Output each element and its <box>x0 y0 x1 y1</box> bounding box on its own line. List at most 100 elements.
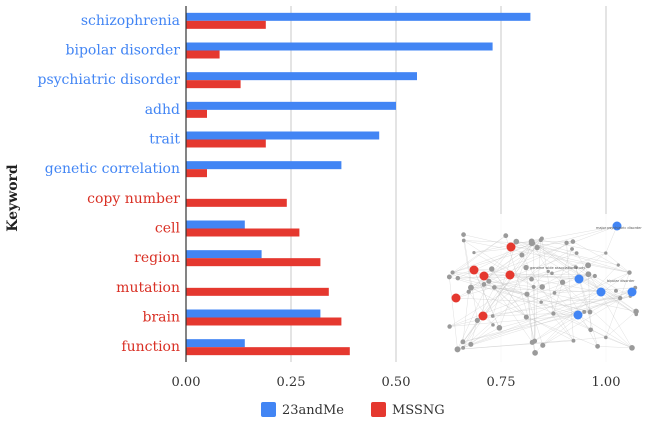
network-edge <box>462 296 631 343</box>
network-node <box>447 324 452 329</box>
network-node <box>469 265 479 275</box>
network-node <box>574 274 584 284</box>
network-edge <box>452 247 538 273</box>
network-edge <box>449 314 579 327</box>
network-edge <box>457 287 636 350</box>
network-edge <box>482 284 485 317</box>
network-node <box>559 279 566 285</box>
network-node <box>446 274 452 280</box>
network-edge <box>491 268 527 318</box>
bar-23andme-genetic-correlation <box>186 161 342 170</box>
network-edge <box>551 273 633 349</box>
bar-23andme-psychiatric-disorder <box>186 72 417 81</box>
category-label-mutation: mutation <box>116 280 180 296</box>
network-edge <box>531 242 630 273</box>
network-edge <box>588 274 591 330</box>
network-node <box>478 311 488 321</box>
category-label-brain: brain <box>143 310 181 326</box>
network-node <box>616 263 620 267</box>
network-node <box>489 266 495 272</box>
network-node <box>614 288 618 293</box>
legend-swatch-23andme <box>261 402 276 417</box>
network-node <box>532 350 538 356</box>
network-edge <box>554 292 591 330</box>
bar-mssng-region <box>186 258 321 267</box>
x-tick-labels: 0.00 0.25 0.50 0.75 1.00 <box>172 375 621 390</box>
network-node <box>604 251 608 255</box>
network-node <box>551 311 556 316</box>
network-edge <box>483 225 618 277</box>
bar-mssng-psychiatric-disorder <box>186 80 241 89</box>
network-node <box>529 339 535 345</box>
network-node <box>506 242 516 252</box>
network-node <box>634 312 639 317</box>
network-edge <box>462 287 495 348</box>
network-edge <box>605 272 630 338</box>
network-edge <box>494 287 528 295</box>
bar-mssng-adhd <box>186 109 207 118</box>
bar-23andme-bipolar-disorder <box>186 42 493 51</box>
network-node <box>523 314 529 320</box>
network-node <box>627 270 632 275</box>
network-edge <box>488 241 573 282</box>
network-edge <box>540 239 606 254</box>
category-labels: schizophrenia bipolar disorder psychiatric… <box>37 13 180 355</box>
network-node <box>585 271 592 278</box>
bar-mssng-function <box>186 347 350 356</box>
network-node <box>468 341 474 347</box>
network-node <box>592 273 597 279</box>
network-edge <box>449 276 458 350</box>
inset-label-major-psychiatric-disorder: major psychiatric disorder <box>596 226 642 230</box>
network-node <box>519 252 525 258</box>
network-node <box>552 291 557 295</box>
network-node <box>491 323 495 327</box>
network-node <box>588 327 593 333</box>
network-edge <box>457 238 543 350</box>
network-node <box>461 238 466 243</box>
network-edge <box>509 274 589 276</box>
bar-mssng-brain <box>186 317 342 326</box>
network-edge <box>534 239 541 342</box>
network-edge <box>470 287 574 341</box>
network-node <box>531 284 536 289</box>
network-edge <box>463 234 630 273</box>
network-edge <box>572 241 630 273</box>
bar-mssng-copy-number <box>186 198 287 207</box>
network-edge <box>531 241 577 254</box>
x-tick-label: 0.75 <box>487 375 516 390</box>
network-edge <box>494 287 533 343</box>
network-node <box>573 310 583 320</box>
network-edge <box>449 235 506 278</box>
inset-label-bipolar-disorder: bipolar disorder <box>607 279 635 283</box>
network-node <box>604 335 608 340</box>
network-edge <box>541 275 595 303</box>
network-edge <box>554 275 595 294</box>
network-node <box>570 247 574 251</box>
category-label-region: region <box>134 250 180 266</box>
network-edge <box>554 248 573 293</box>
network-node <box>454 346 461 353</box>
network-edge <box>488 280 637 312</box>
bar-23andme-schizophrenia <box>186 12 531 21</box>
network-node <box>472 250 476 255</box>
network-edge <box>541 297 621 303</box>
network-node <box>596 287 606 297</box>
network-edge <box>499 291 633 329</box>
network-node <box>574 251 579 255</box>
network-edge <box>462 291 469 342</box>
network-node <box>505 270 515 280</box>
category-label-psychiatric-disorder: psychiatric disorder <box>37 72 180 88</box>
network-node <box>629 345 635 351</box>
network-edge <box>525 267 533 343</box>
category-label-copy-number: copy number <box>87 191 180 207</box>
network-edge <box>452 235 506 273</box>
network-node <box>585 262 592 269</box>
network-edge <box>482 296 631 317</box>
network-node <box>633 308 639 315</box>
network-node <box>587 309 593 315</box>
bar-23andme-trait <box>186 131 380 140</box>
network-node <box>490 314 495 318</box>
category-label-schizophrenia: schizophrenia <box>81 13 180 29</box>
category-label-adhd: adhd <box>145 102 180 118</box>
